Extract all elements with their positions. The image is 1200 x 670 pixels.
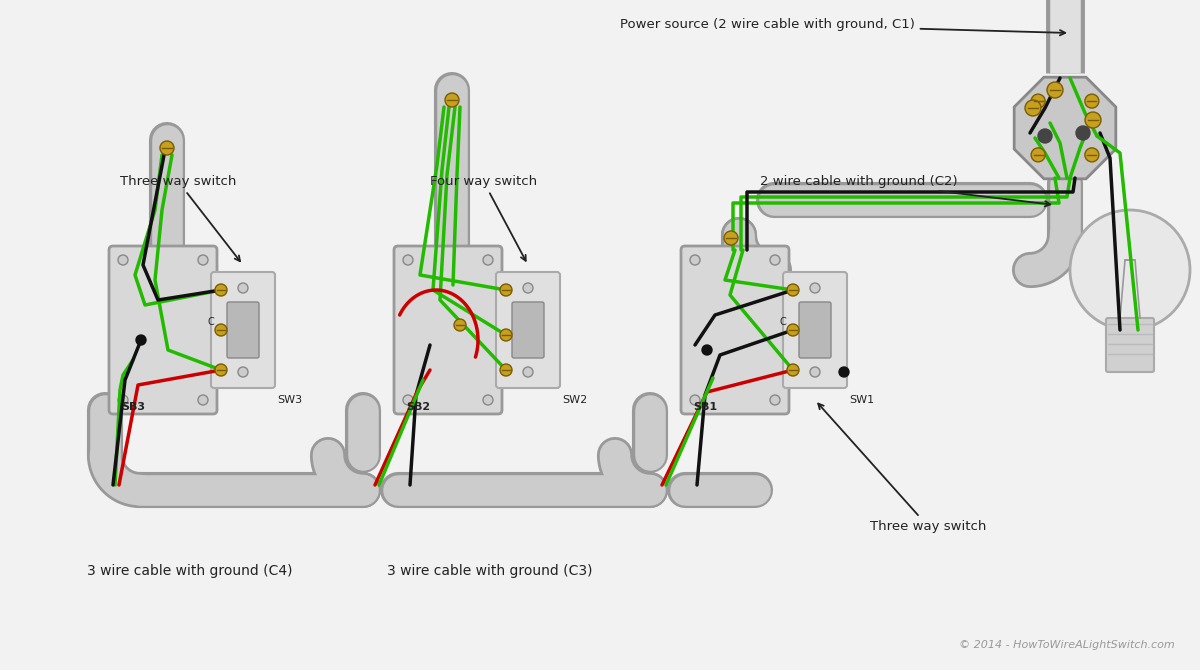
Circle shape [1076, 126, 1090, 140]
Text: Four way switch: Four way switch [430, 175, 538, 261]
Circle shape [1085, 112, 1100, 128]
Circle shape [1070, 210, 1190, 330]
Circle shape [1025, 100, 1040, 116]
Circle shape [1046, 82, 1063, 98]
Text: SB3: SB3 [121, 402, 145, 412]
Circle shape [445, 93, 458, 107]
FancyBboxPatch shape [211, 272, 275, 388]
Circle shape [1085, 148, 1099, 162]
Circle shape [770, 395, 780, 405]
Circle shape [810, 367, 820, 377]
Circle shape [787, 364, 799, 376]
FancyBboxPatch shape [394, 246, 502, 414]
Circle shape [523, 283, 533, 293]
Text: 3 wire cable with ground (C4): 3 wire cable with ground (C4) [88, 564, 293, 578]
Circle shape [724, 231, 738, 245]
FancyBboxPatch shape [799, 302, 830, 358]
Circle shape [787, 284, 799, 296]
FancyBboxPatch shape [512, 302, 544, 358]
Text: Power source (2 wire cable with ground, C1): Power source (2 wire cable with ground, … [620, 18, 1066, 36]
Text: SW3: SW3 [277, 395, 302, 405]
Circle shape [160, 141, 174, 155]
Circle shape [215, 364, 227, 376]
Circle shape [810, 283, 820, 293]
FancyBboxPatch shape [227, 302, 259, 358]
Circle shape [118, 395, 128, 405]
Text: Three way switch: Three way switch [818, 403, 986, 533]
Circle shape [702, 345, 712, 355]
Circle shape [690, 395, 700, 405]
Text: © 2014 - HowToWireALightSwitch.com: © 2014 - HowToWireALightSwitch.com [959, 640, 1175, 650]
Text: 3 wire cable with ground (C3): 3 wire cable with ground (C3) [388, 564, 593, 578]
FancyBboxPatch shape [109, 246, 217, 414]
Text: SW2: SW2 [562, 395, 587, 405]
Circle shape [770, 255, 780, 265]
Circle shape [787, 324, 799, 336]
Circle shape [500, 284, 512, 296]
Circle shape [690, 255, 700, 265]
Text: SW1: SW1 [848, 395, 874, 405]
Circle shape [1038, 129, 1052, 143]
FancyBboxPatch shape [496, 272, 560, 388]
Circle shape [198, 395, 208, 405]
Circle shape [198, 255, 208, 265]
Circle shape [482, 255, 493, 265]
Circle shape [238, 283, 248, 293]
Text: C: C [780, 317, 786, 327]
Text: 2 wire cable with ground (C2): 2 wire cable with ground (C2) [760, 175, 1050, 206]
Circle shape [454, 319, 466, 331]
FancyBboxPatch shape [782, 272, 847, 388]
Circle shape [403, 395, 413, 405]
Circle shape [1085, 94, 1099, 108]
Circle shape [136, 335, 146, 345]
Circle shape [215, 324, 227, 336]
Text: Three way switch: Three way switch [120, 175, 240, 261]
Circle shape [118, 255, 128, 265]
Circle shape [523, 367, 533, 377]
Circle shape [839, 367, 848, 377]
Circle shape [500, 329, 512, 341]
Circle shape [403, 255, 413, 265]
Circle shape [482, 395, 493, 405]
Polygon shape [1014, 77, 1116, 179]
Circle shape [1031, 148, 1045, 162]
Text: C: C [208, 317, 215, 327]
Text: SB2: SB2 [406, 402, 430, 412]
FancyBboxPatch shape [1106, 318, 1154, 372]
FancyBboxPatch shape [680, 246, 790, 414]
Circle shape [1031, 94, 1045, 108]
Text: SB1: SB1 [692, 402, 718, 412]
Circle shape [500, 364, 512, 376]
Circle shape [215, 284, 227, 296]
Circle shape [238, 367, 248, 377]
